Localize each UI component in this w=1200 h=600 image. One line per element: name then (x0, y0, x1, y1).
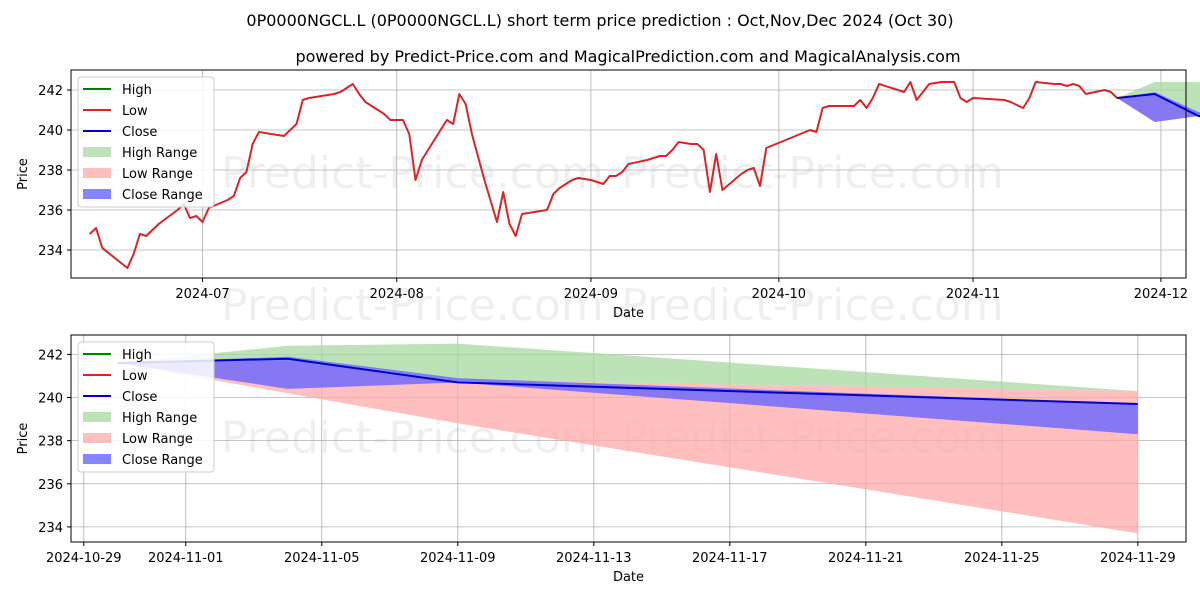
y-tick-label: 234 (38, 521, 63, 536)
x-tick-label: 2024-11-09 (420, 551, 496, 566)
chart-title: 0P0000NGCL.L (0P0000NGCL.L) short term p… (246, 11, 953, 30)
x-tick-label: 2024-10-29 (46, 551, 122, 566)
high-range-band (117, 343, 1138, 392)
y-axis-label: Price (16, 423, 31, 455)
legend-high-range-marker (83, 147, 111, 157)
y-tick-label: 240 (38, 124, 63, 139)
x-axis-label: Date (613, 306, 644, 321)
close-range-band (117, 356, 1138, 435)
y-tick-label: 242 (38, 84, 63, 99)
x-tick-label: 2024-10 (752, 287, 806, 302)
low-price-history-line (89, 81, 1118, 269)
legend-label: High Range (122, 146, 197, 161)
chart-subtitle: powered by Predict-Price.com and Magical… (295, 47, 960, 66)
legend-close-range-marker (83, 454, 111, 464)
watermark-text: Predict-Price.com (621, 280, 1004, 331)
y-tick-label: 238 (38, 435, 63, 450)
legend-label: Low (122, 104, 148, 119)
y-tick-label: 236 (38, 478, 63, 493)
legend-low-range-marker (83, 433, 111, 443)
close-forecast-line (1116, 92, 1200, 118)
x-tick-label: 2024-11-29 (1100, 551, 1176, 566)
legend-box (77, 76, 215, 208)
legend-low-range-marker (83, 168, 111, 178)
legend-label: Close Range (122, 453, 203, 468)
legend-label: Low (122, 369, 148, 384)
x-tick-label: 2024-11-21 (828, 551, 904, 566)
legend-label: Close (122, 390, 157, 405)
y-tick-label: 236 (38, 204, 63, 219)
y-axis-label: Price (16, 158, 31, 190)
close-range-band (1117, 92, 1200, 122)
watermark-text: Predict-Price.com (621, 148, 1004, 199)
legend-label: High (122, 348, 152, 363)
y-tick-label: 242 (38, 348, 63, 363)
y-tick-label: 234 (38, 244, 63, 259)
plot-area-frame (70, 334, 1187, 543)
chart-legend: High Low Close High Range Low Range Close Ran… (77, 76, 215, 208)
x-tick-label: 2024-12 (1134, 287, 1188, 302)
x-tick-label: 2024-11-13 (556, 551, 632, 566)
plot-area-frame (70, 69, 1187, 279)
legend-label: Low Range (122, 167, 193, 182)
x-tick-label: 2024-11-05 (284, 551, 360, 566)
legend-label: Close (122, 125, 157, 140)
chart-legend: High Low Close High Range Low Range Close Ran… (77, 341, 215, 473)
x-tick-label: 2024-11-25 (964, 551, 1040, 566)
legend-label: Low Range (122, 432, 193, 447)
legend-label: High (122, 83, 152, 98)
x-tick-label: 2024-11-01 (148, 551, 224, 566)
x-tick-label: 2024-08 (370, 287, 424, 302)
legend-label: Close Range (122, 188, 203, 203)
x-tick-label: 2024-11-17 (692, 551, 768, 566)
legend-box (77, 341, 215, 473)
zoomed-forecast-panel: Predict-Price.comPredict-Price.com234236… (16, 334, 1187, 585)
x-tick-label: 2024-11 (946, 287, 1000, 302)
y-tick-label: 238 (38, 164, 63, 179)
overview-panel: Predict-Price.com Predict-Price.com Predic… (16, 69, 1200, 331)
watermark-text: Predict-Price.com (221, 280, 604, 331)
legend-label: High Range (122, 411, 197, 426)
legend-close-range-marker (83, 189, 111, 199)
y-tick-label: 240 (38, 392, 63, 407)
x-axis-label: Date (613, 570, 644, 585)
high-range-band (1117, 82, 1200, 117)
x-tick-label: 2024-09 (564, 287, 618, 302)
x-tick-label: 2024-07 (175, 287, 229, 302)
legend-high-range-marker (83, 412, 111, 422)
